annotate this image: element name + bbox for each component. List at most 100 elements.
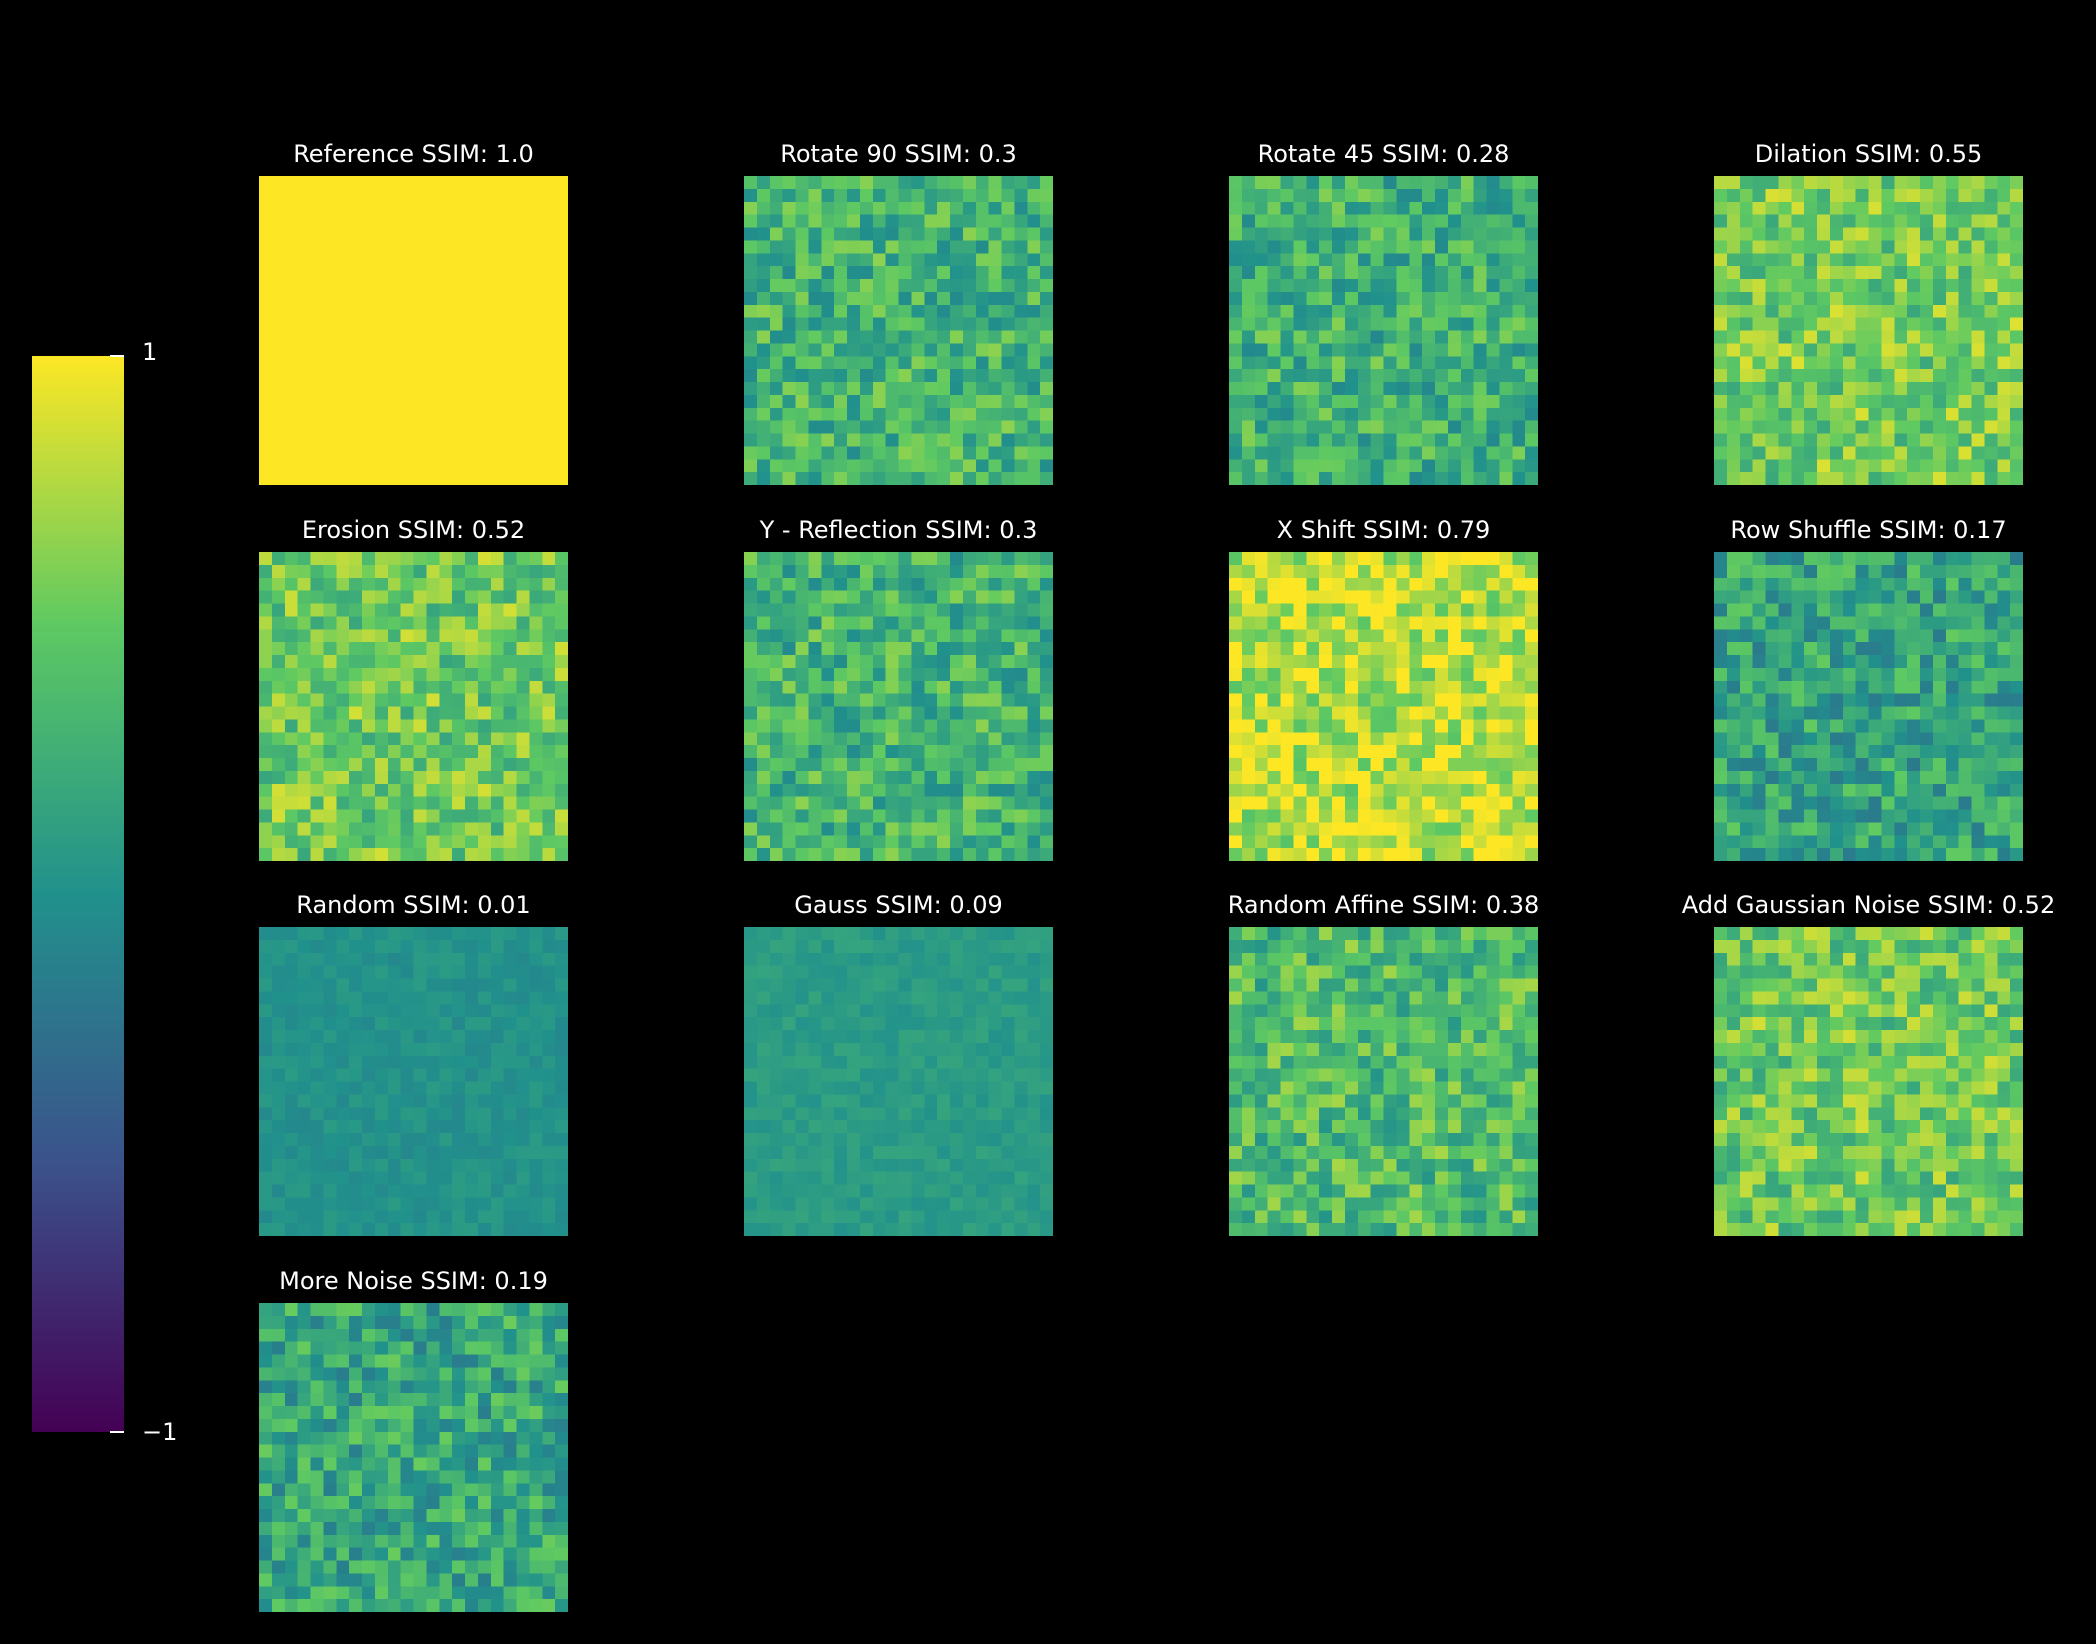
heatmap-cell bbox=[1855, 783, 1869, 797]
heatmap-cell bbox=[962, 783, 977, 797]
heatmap-cell bbox=[1791, 176, 1805, 190]
heatmap-cell bbox=[1804, 407, 1818, 421]
heatmap-cell bbox=[1486, 835, 1500, 849]
heatmap-cell bbox=[323, 835, 337, 849]
heatmap-cell bbox=[1332, 253, 1346, 267]
heatmap-cell bbox=[962, 420, 977, 434]
heatmap-cell bbox=[975, 835, 989, 849]
heatmap-cell bbox=[1739, 809, 1753, 823]
heatmap-cell bbox=[808, 459, 822, 473]
heatmap-cell bbox=[310, 822, 324, 836]
heatmap-cell bbox=[271, 227, 286, 241]
heatmap-cell bbox=[1752, 706, 1766, 720]
heatmap-cell bbox=[1817, 343, 1831, 357]
heatmap-cell bbox=[1945, 356, 1959, 370]
heatmap-cell bbox=[1229, 253, 1243, 267]
heatmap-cell bbox=[349, 356, 363, 370]
heatmap-cell bbox=[1984, 214, 1998, 228]
heatmap-cell bbox=[516, 952, 530, 966]
heatmap-cell bbox=[336, 835, 350, 849]
heatmap-cell bbox=[413, 279, 427, 293]
heatmap-cell bbox=[1001, 188, 1015, 203]
heatmap-cell bbox=[1241, 809, 1256, 823]
heatmap-cell bbox=[400, 433, 414, 447]
heatmap-cell bbox=[2010, 266, 2023, 280]
heatmap-cell bbox=[323, 433, 337, 447]
heatmap-cell bbox=[1332, 655, 1346, 669]
heatmap-cell bbox=[503, 835, 517, 849]
heatmap-cell bbox=[529, 796, 543, 810]
heatmap-cell bbox=[988, 693, 1002, 707]
heatmap-cell bbox=[362, 564, 376, 579]
heatmap-cell bbox=[1499, 176, 1513, 190]
heatmap-cell bbox=[1460, 176, 1474, 190]
heatmap-cell bbox=[1868, 745, 1882, 759]
heatmap-cell bbox=[413, 577, 427, 591]
heatmap-cell bbox=[1512, 201, 1526, 215]
heatmap-cell bbox=[1791, 642, 1805, 656]
heatmap-cell bbox=[1409, 732, 1423, 746]
heatmap-cell bbox=[439, 822, 453, 836]
heatmap-cell bbox=[1752, 176, 1766, 190]
heatmap-cell bbox=[1726, 317, 1741, 331]
heatmap-cell bbox=[834, 176, 848, 190]
heatmap-cell bbox=[962, 343, 977, 357]
heatmap-cell bbox=[1971, 603, 1985, 617]
heatmap-cell bbox=[1804, 667, 1818, 682]
heatmap-cell bbox=[529, 991, 543, 1005]
heatmap-cell bbox=[950, 745, 964, 759]
heatmap-cell bbox=[490, 745, 504, 759]
heatmap-cell bbox=[821, 642, 835, 656]
heatmap-cell bbox=[310, 590, 324, 604]
heatmap-cell bbox=[297, 472, 311, 485]
heatmap-cell bbox=[1319, 176, 1333, 190]
heatmap-cell bbox=[1293, 330, 1307, 344]
heatmap-cell bbox=[1460, 330, 1474, 344]
heatmap-cell bbox=[271, 590, 286, 604]
heatmap-cell bbox=[1319, 253, 1333, 267]
heatmap-cell bbox=[1817, 745, 1831, 759]
heatmap-cell bbox=[744, 642, 758, 656]
heatmap-cell bbox=[1357, 603, 1371, 617]
heatmap-cell bbox=[452, 655, 466, 669]
heatmap-cell bbox=[1254, 577, 1268, 591]
heatmap-cell bbox=[310, 227, 324, 241]
heatmap-cell bbox=[413, 382, 427, 396]
heatmap-cell bbox=[1525, 253, 1538, 267]
heatmap-cell bbox=[898, 394, 912, 409]
heatmap-cell bbox=[1306, 577, 1320, 591]
heatmap-cell bbox=[1280, 616, 1294, 630]
heatmap-cell bbox=[1842, 835, 1856, 849]
heatmap-cell bbox=[1945, 848, 1959, 861]
heatmap-cell bbox=[859, 564, 874, 579]
heatmap-cell bbox=[885, 809, 899, 823]
heatmap-cell bbox=[950, 590, 964, 604]
heatmap-cell bbox=[387, 1030, 401, 1044]
heatmap-cell bbox=[1293, 304, 1307, 318]
heatmap-cell bbox=[769, 680, 783, 694]
heatmap-cell bbox=[975, 433, 989, 447]
heatmap-cell bbox=[1383, 227, 1397, 241]
heatmap-cell bbox=[542, 1017, 556, 1031]
heatmap-cell bbox=[259, 266, 273, 280]
heatmap-cell bbox=[477, 965, 492, 979]
heatmap-cell bbox=[1473, 382, 1487, 396]
heatmap-cell bbox=[336, 758, 350, 772]
heatmap-cell bbox=[821, 446, 835, 460]
heatmap-cell bbox=[1714, 732, 1728, 746]
heatmap-cell bbox=[1267, 304, 1281, 318]
heatmap-cell bbox=[452, 783, 466, 797]
heatmap-cell bbox=[1881, 433, 1895, 447]
heatmap-cell bbox=[1842, 783, 1856, 797]
heatmap-cell bbox=[1280, 848, 1294, 861]
heatmap-cell bbox=[782, 394, 796, 409]
heatmap-cell bbox=[374, 266, 389, 280]
heatmap-cell bbox=[1881, 317, 1895, 331]
heatmap-cell bbox=[1370, 667, 1384, 682]
heatmap-cell bbox=[1881, 835, 1895, 849]
heatmap-cell bbox=[1332, 291, 1346, 306]
heatmap-cell bbox=[1829, 783, 1844, 797]
heatmap-cell bbox=[988, 796, 1002, 810]
heatmap-cell bbox=[1894, 472, 1908, 485]
heatmap-cell bbox=[1422, 343, 1436, 357]
